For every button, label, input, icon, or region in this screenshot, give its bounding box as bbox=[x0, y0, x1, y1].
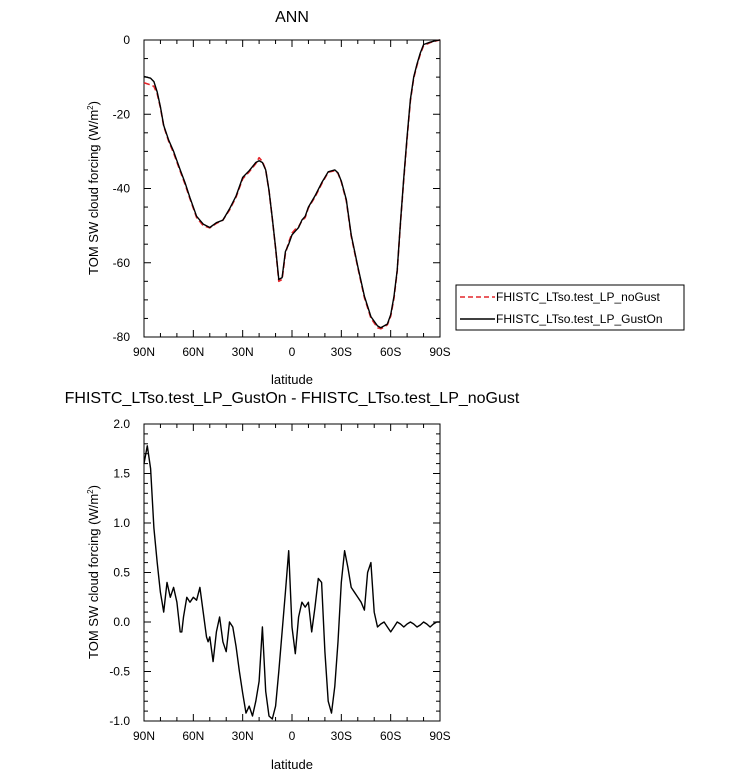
bottom-chart-title: FHISTC_LTso.test_LP_GustOn - FHISTC_LTso… bbox=[65, 390, 520, 407]
x-tick-label: 60S bbox=[380, 729, 401, 743]
top-chart-ylabel-sup: 2 bbox=[86, 105, 95, 110]
y-tick-label: 0.5 bbox=[113, 566, 130, 580]
y-tick-label: -80 bbox=[113, 330, 131, 344]
x-tick-label: 0 bbox=[289, 729, 296, 743]
y-tick-label: -1.0 bbox=[109, 714, 130, 728]
x-tick-label: 0 bbox=[289, 345, 296, 359]
legend-label-guston: FHISTC_LTso.test_LP_GustOn bbox=[496, 312, 663, 326]
legend-box bbox=[455, 284, 685, 331]
bottom-chart-ylabel-sup: 2 bbox=[86, 489, 95, 494]
top-chart-ylabel: TOM SW cloud forcing (W/m2) bbox=[86, 101, 101, 275]
legend: FHISTC_LTso.test_LP_noGust FHISTC_LTso.t… bbox=[455, 284, 685, 331]
top-chart: ANN latitude TOM SW cloud forcing (W/m2)… bbox=[86, 9, 451, 387]
top-chart-xlabel: latitude bbox=[271, 372, 313, 387]
bottom-plot-frame bbox=[143, 423, 441, 722]
y-tick-label: 2.0 bbox=[113, 417, 130, 431]
series-line-guston bbox=[143, 39, 441, 329]
y-tick-label: -20 bbox=[113, 107, 131, 121]
x-tick-label: 30N bbox=[232, 345, 254, 359]
x-tick-label: 90N bbox=[133, 345, 155, 359]
top-chart-series bbox=[143, 39, 441, 330]
x-tick-label: 90N bbox=[133, 729, 155, 743]
bottom-chart: FHISTC_LTso.test_LP_GustOn - FHISTC_LTso… bbox=[65, 390, 520, 772]
x-tick-label: 30N bbox=[232, 729, 254, 743]
top-chart-ylabel-main: TOM SW cloud forcing (W/m bbox=[86, 110, 101, 275]
x-tick-label: 90S bbox=[429, 345, 450, 359]
bottom-chart-ylabel-main: TOM SW cloud forcing (W/m bbox=[86, 494, 101, 659]
bottom-chart-xlabel: latitude bbox=[271, 757, 313, 772]
x-tick-label: 60N bbox=[182, 345, 204, 359]
x-tick-label: 60N bbox=[182, 729, 204, 743]
x-tick-label: 30S bbox=[331, 729, 352, 743]
top-plot-frame bbox=[143, 39, 441, 338]
y-tick-label: -0.5 bbox=[109, 665, 130, 679]
x-tick-label: 90S bbox=[429, 729, 450, 743]
bottom-chart-ylabel: TOM SW cloud forcing (W/m2) bbox=[86, 485, 101, 659]
bottom-chart-ticks: 90N 60N 30N 0 30S 60S 90S 2.0 1.5 1.0 0.5 0.0 -0.5 -1… bbox=[109, 417, 450, 743]
series-line-difference bbox=[143, 445, 440, 720]
y-tick-label: 1.5 bbox=[113, 467, 130, 481]
x-tick-label: 60S bbox=[380, 345, 401, 359]
top-chart-ticks: 90N 60N 30N 0 30S 60S 90S 0 -20 -40 -60 -80 bbox=[113, 33, 451, 359]
top-chart-ylabel-close: ) bbox=[86, 101, 101, 105]
y-tick-label: -60 bbox=[113, 256, 131, 270]
y-tick-label: 1.0 bbox=[113, 516, 130, 530]
y-tick-label: -40 bbox=[113, 182, 131, 196]
y-tick-label: 0 bbox=[123, 33, 130, 47]
legend-label-nogust: FHISTC_LTso.test_LP_noGust bbox=[496, 290, 661, 304]
x-tick-label: 30S bbox=[331, 345, 352, 359]
bottom-chart-ylabel-close: ) bbox=[86, 485, 101, 489]
y-tick-label: 0.0 bbox=[113, 615, 130, 629]
top-chart-title: ANN bbox=[275, 9, 309, 26]
bottom-chart-series bbox=[143, 445, 440, 720]
